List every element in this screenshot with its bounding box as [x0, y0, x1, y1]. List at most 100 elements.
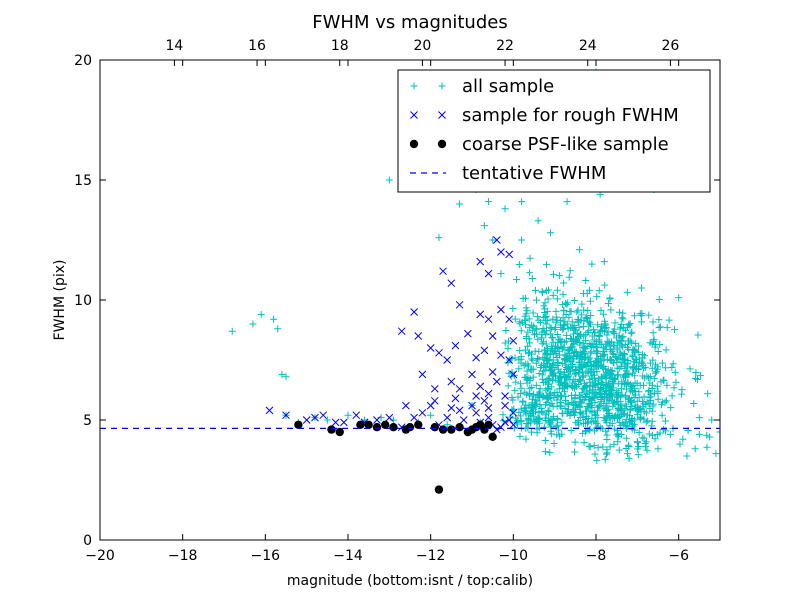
all-sample-point: [544, 374, 552, 382]
all-sample-point: [522, 310, 530, 318]
all-sample-point: [543, 327, 551, 335]
all-sample-point: [616, 348, 624, 356]
rough-sample-point: [468, 370, 476, 379]
legend-label: coarse PSF-like sample: [462, 134, 669, 155]
all-sample-point: [522, 410, 530, 418]
all-sample-point: [597, 340, 605, 348]
all-sample-point: [596, 402, 604, 410]
all-sample-point: [606, 346, 614, 354]
all-sample-point: [571, 395, 579, 403]
all-sample-point: [604, 328, 612, 336]
all-sample-point: [542, 410, 550, 418]
all-sample-point: [647, 393, 655, 401]
rough-sample-point: [282, 411, 290, 420]
all-sample-point: [654, 395, 662, 403]
all-sample-point: [566, 411, 574, 419]
all-sample-point: [537, 404, 545, 412]
all-sample-point: [554, 416, 562, 424]
all-sample-point: [704, 390, 712, 398]
all-sample-point: [516, 389, 524, 397]
all-sample-point: [587, 348, 595, 356]
rough-sample-point: [509, 336, 518, 345]
all-sample-point: [657, 378, 665, 386]
rough-sample-point: [480, 346, 489, 355]
all-sample-point: [586, 443, 594, 451]
coarse-sample-point: [438, 425, 448, 434]
all-sample-point: [592, 347, 600, 355]
all-sample-point: [517, 405, 525, 413]
all-sample-point: [613, 358, 621, 366]
all-sample-point: [624, 441, 632, 449]
all-sample-point: [529, 356, 537, 364]
all-sample-point: [614, 380, 622, 388]
all-sample-point: [635, 354, 643, 362]
all-sample-point: [574, 351, 582, 359]
all-sample-point: [497, 270, 505, 278]
all-sample-point: [540, 392, 548, 400]
all-sample-point: [662, 397, 670, 405]
all-sample-point: [697, 372, 705, 380]
all-sample-point: [716, 428, 720, 436]
all-sample-point: [525, 315, 533, 323]
all-sample-point: [524, 350, 532, 358]
all-sample-point: [508, 406, 516, 414]
all-sample-point: [646, 373, 654, 381]
all-sample-point: [547, 367, 555, 375]
all-sample-point: [593, 348, 601, 356]
all-sample-point: [274, 325, 282, 333]
all-sample-point: [542, 320, 550, 328]
all-sample-point: [552, 345, 560, 353]
all-sample-point: [562, 310, 570, 318]
all-sample-point: [633, 397, 641, 405]
all-sample-point: [539, 288, 547, 296]
all-sample-point: [582, 277, 590, 285]
all-sample-point: [539, 324, 547, 332]
all-sample-point: [512, 378, 520, 386]
all-sample-point: [619, 315, 627, 323]
all-sample-point: [624, 378, 632, 386]
top-x-tick-label: 24: [579, 38, 597, 54]
all-sample-point: [645, 311, 653, 319]
all-sample-point: [570, 322, 578, 330]
x-tick-label: −8: [586, 548, 607, 564]
all-sample-point: [623, 403, 631, 411]
all-sample-point: [542, 386, 550, 394]
all-sample-point: [657, 401, 665, 409]
all-sample-point: [636, 414, 644, 422]
all-sample-point: [550, 270, 558, 278]
all-sample-point: [694, 375, 702, 383]
all-sample-point: [568, 362, 576, 370]
rough-sample-point: [509, 370, 518, 379]
all-sample-point: [529, 373, 537, 381]
all-sample-point: [535, 316, 543, 324]
all-sample-point: [586, 297, 594, 305]
all-sample-point: [576, 358, 584, 366]
rough-sample-point: [302, 416, 311, 424]
all-sample-point: [593, 293, 601, 301]
all-sample-point: [553, 295, 561, 303]
all-sample-point: [627, 383, 635, 391]
all-sample-point: [541, 299, 549, 307]
all-sample-point: [652, 368, 660, 376]
all-sample-point: [656, 323, 664, 331]
all-sample-point: [579, 373, 587, 381]
all-sample-point: [528, 399, 536, 407]
all-sample-point: [533, 296, 541, 304]
all-sample-point: [623, 323, 631, 331]
all-sample-point: [547, 383, 555, 391]
rough-sample-point: [468, 401, 476, 410]
all-sample-point: [604, 379, 612, 387]
all-sample-point: [532, 330, 540, 338]
all-sample-point: [655, 296, 663, 304]
all-sample-point: [558, 392, 566, 400]
all-sample-point: [670, 384, 678, 392]
all-sample-point: [629, 365, 637, 373]
all-sample-point: [526, 269, 534, 277]
all-sample-point: [639, 351, 647, 359]
y-tick-label: 15: [74, 173, 92, 189]
all-sample-point: [517, 418, 525, 426]
all-sample-point: [561, 405, 569, 413]
all-sample-point: [576, 331, 584, 339]
rough-sample-point: [492, 425, 501, 434]
all-sample-point: [581, 351, 589, 359]
